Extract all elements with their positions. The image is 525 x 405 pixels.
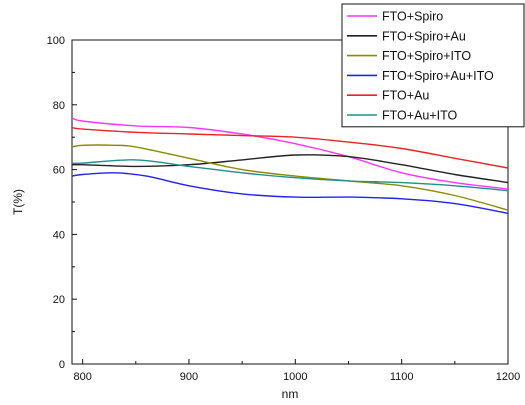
ticks-group: 800 900 1000 1100 1200 0 20 40 60 80 100 — [47, 35, 521, 383]
y-tick-label: 100 — [47, 35, 65, 47]
legend-label-5: FTO+Au — [382, 89, 429, 103]
legend-box — [341, 3, 525, 128]
y-tick-label: 80 — [53, 100, 65, 112]
x-tick-label: 1200 — [496, 371, 520, 383]
legend: FTO+Spiro FTO+Spiro+Au FTO+Spiro+ITO FTO+Sp… — [341, 3, 525, 128]
series-line-3 — [71, 144, 509, 211]
series-line-6 — [71, 159, 509, 192]
legend-label-1: FTO+Spiro — [382, 10, 443, 24]
y-tick-label: 20 — [53, 294, 65, 306]
x-tick-label: 800 — [73, 371, 91, 383]
y-axis-title: T(%) — [11, 189, 25, 215]
legend-label-2: FTO+Spiro+Au — [382, 29, 466, 43]
legend-label-3: FTO+Spiro+ITO — [382, 49, 471, 63]
x-tick-label: 1100 — [390, 371, 414, 383]
y-tick-label: 0 — [59, 359, 65, 371]
legend-label-6: FTO+Au+ITO — [382, 109, 458, 123]
y-tick-label: 40 — [53, 229, 65, 241]
legend-label-4: FTO+Spiro+Au+ITO — [382, 69, 494, 83]
x-tick-label: 900 — [180, 371, 198, 383]
series-line-4 — [71, 172, 509, 214]
y-tick-label: 60 — [53, 165, 65, 177]
series-line-2 — [71, 154, 509, 184]
series-group — [71, 117, 509, 214]
x-axis-title: nm — [282, 387, 299, 401]
series-line-1 — [71, 117, 509, 190]
series-line-5 — [71, 126, 509, 169]
x-tick-label: 1000 — [283, 371, 307, 383]
